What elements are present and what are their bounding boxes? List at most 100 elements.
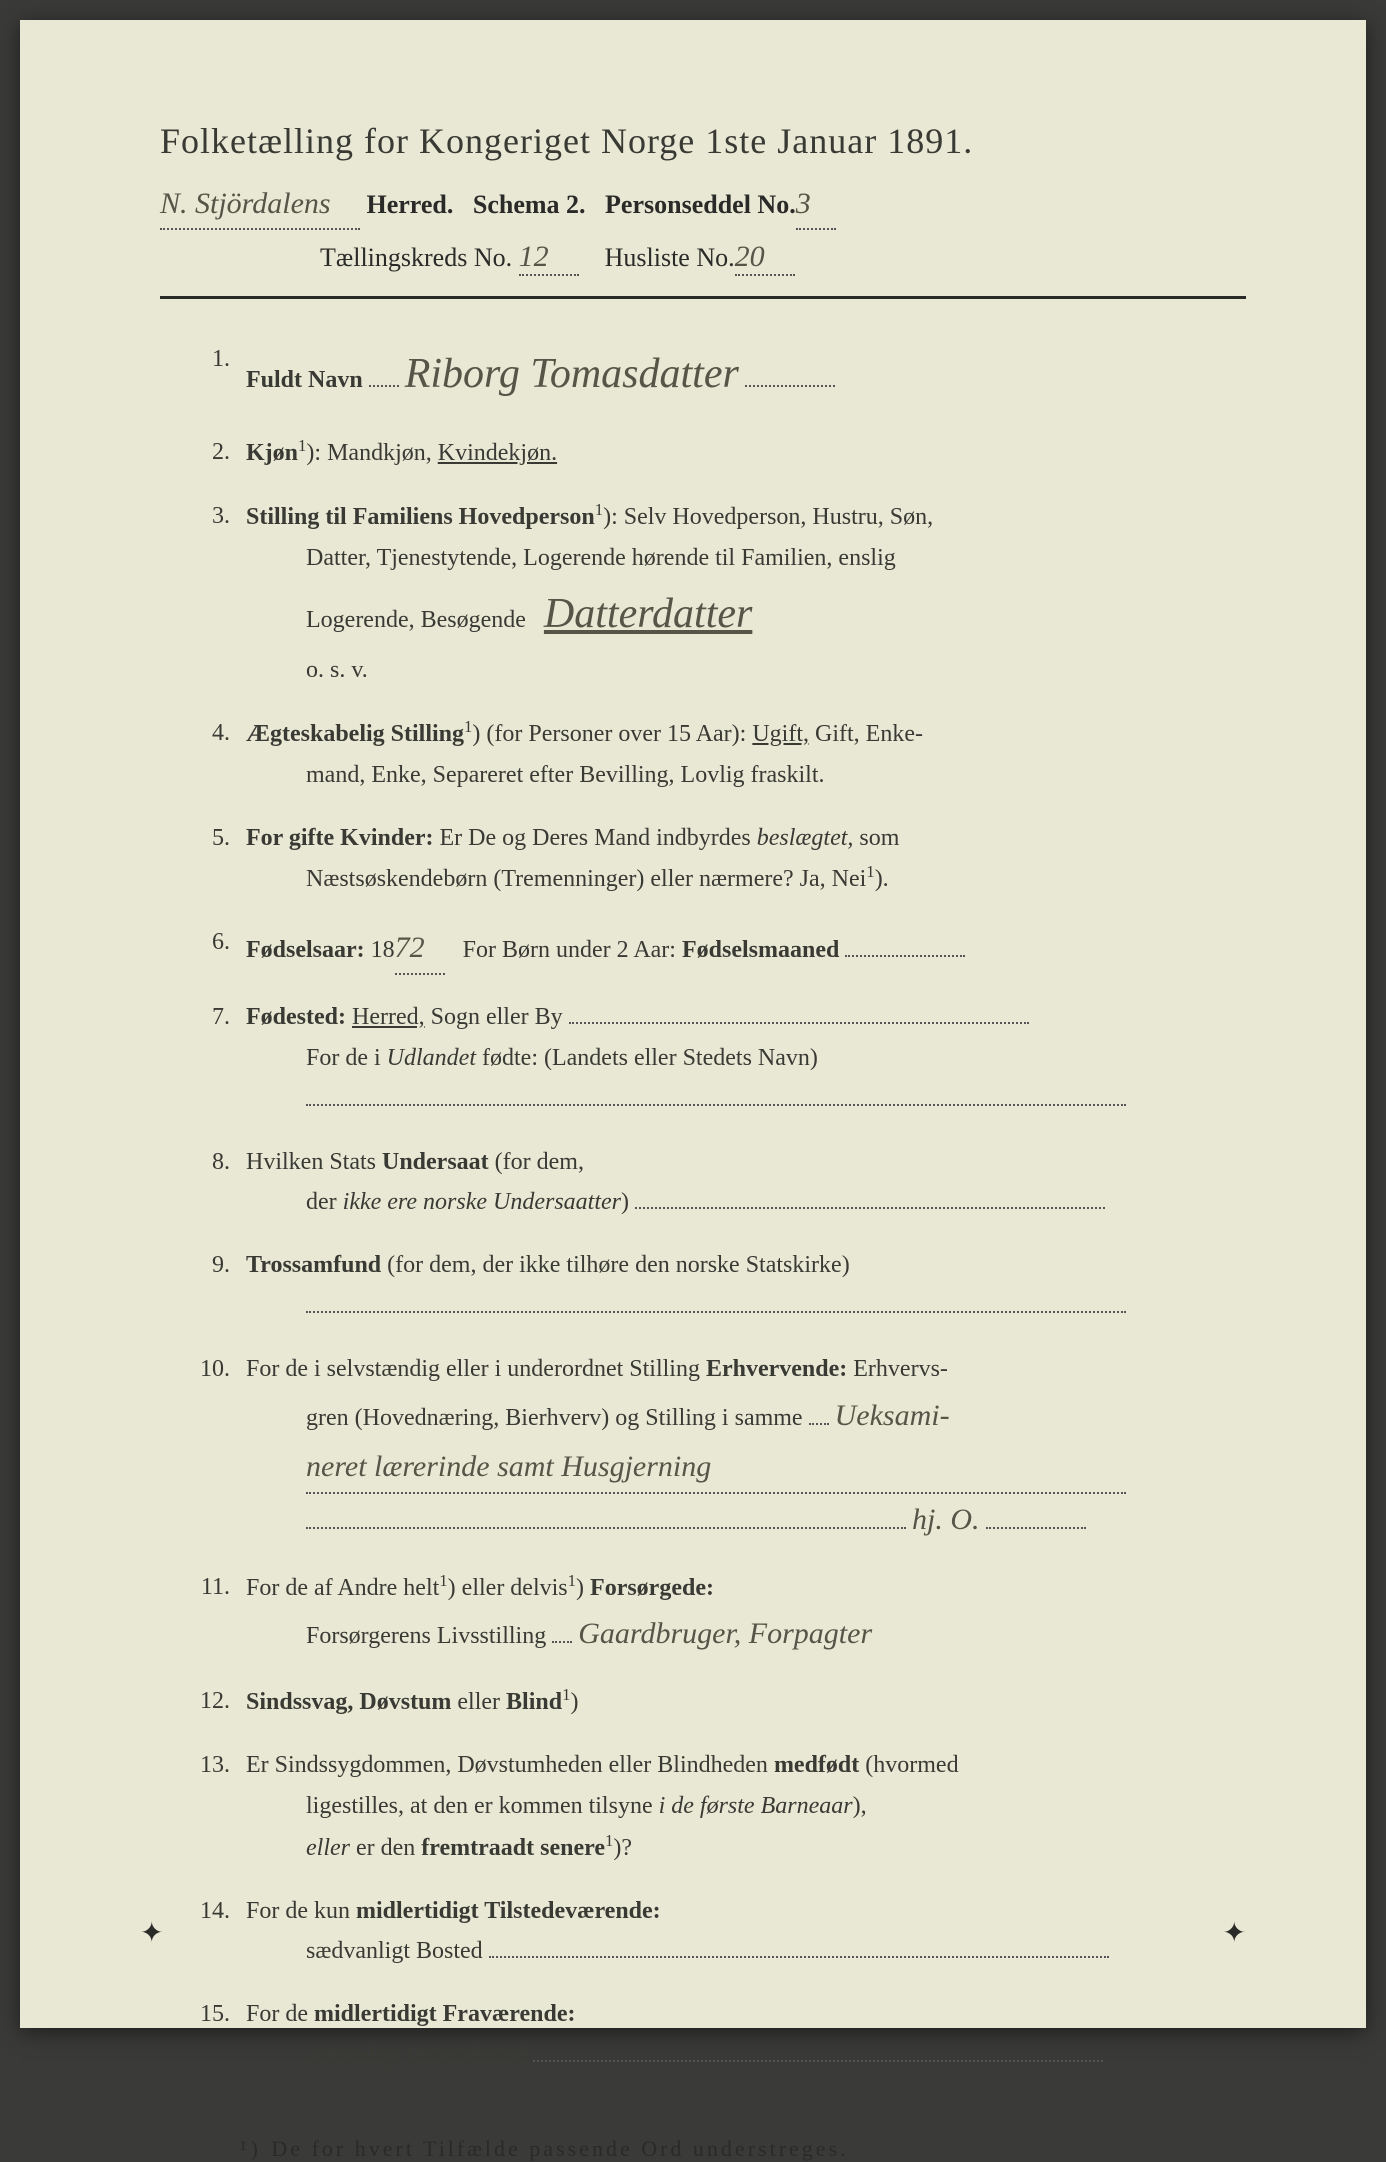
footnote-text: De for hvert Tilfælde passende Ord under… [271, 2136, 848, 2161]
label-tilstedevarende: midlertidigt Tilstedeværende: [356, 1898, 661, 1924]
census-form-page: Folketælling for Kongeriget Norge 1ste J… [20, 20, 1366, 2028]
header-line-1: N. Stjördalens Herred. Schema 2. Persons… [160, 180, 1246, 230]
cont: der [306, 1189, 337, 1215]
item-number: 4. [190, 713, 246, 796]
text: beslægtet, [757, 825, 854, 851]
label-fodselsaar: Fødselsaar: [246, 937, 365, 963]
item-number: 14. [190, 1891, 246, 1973]
text-herred: Herred, [352, 1004, 425, 1030]
item-7: 7. Fødested: Herred, Sogn eller By For d… [190, 997, 1246, 1119]
cont: i de første Barneaar [659, 1793, 853, 1819]
cont: ikke ere norske Undersaatter [343, 1189, 621, 1215]
item-number: 5. [190, 818, 246, 901]
cont: gren (Hovednæring, Bierhverv) og Stillin… [306, 1405, 803, 1431]
schema-label: Schema 2. [473, 190, 586, 219]
text: For de [246, 2001, 308, 2027]
text: eller delvis [462, 1575, 568, 1601]
cont: Næstsøskendebørn (Tremenninger) eller næ… [306, 866, 866, 892]
item-number: 10. [190, 1349, 246, 1545]
text: Sogn eller By [431, 1004, 563, 1030]
kreds-label: Tællingskreds No. [320, 243, 512, 272]
item-number: 3. [190, 496, 246, 691]
label-fuldt-navn: Fuldt Navn [246, 367, 363, 393]
header-line-2: Tællingskreds No. 12 Husliste No.20 [160, 240, 1246, 276]
item-11: 11. For de af Andre helt1) eller delvis1… [190, 1567, 1246, 1660]
cont: ), [853, 1793, 867, 1819]
item-number: 12. [190, 1681, 246, 1723]
text: For de i selvstændig eller i underordnet… [246, 1356, 700, 1382]
text: eller [457, 1689, 500, 1715]
text: (hvormed [865, 1752, 958, 1778]
text-kvindekjon: Kvindekjøn. [438, 440, 557, 466]
item-number: 8. [190, 1142, 246, 1224]
cont: Datter, Tjenestytende, Logerende hørende… [246, 538, 1246, 579]
cont: fødte: (Landets eller Stedets Navn) [482, 1045, 818, 1071]
year-prefix: 18 [371, 937, 395, 963]
label-kjon: Kjøn [246, 440, 298, 466]
divider [160, 296, 1246, 299]
cont: er den [356, 1835, 415, 1861]
cont: ligestilles, at den er kommen tilsyne [306, 1793, 653, 1819]
text: (for Personer over 15 Aar): [486, 721, 746, 747]
item-5: 5. For gifte Kvinder: Er De og Deres Man… [190, 818, 1246, 901]
text: Erhvervs- [853, 1356, 948, 1382]
item-number: 2. [190, 432, 246, 474]
name-handwritten: Riborg Tomasdatter [405, 351, 739, 397]
herred-label: Herred. [367, 190, 454, 219]
text: Selv Hovedperson, Hustru, Søn, [624, 504, 933, 530]
label-aegteskab: Ægteskabelig Stilling [246, 721, 464, 747]
herred-handwritten: N. Stjördalens [160, 180, 360, 230]
label-fodested: Fødested: [246, 1004, 346, 1030]
relation-handwritten: Datterdatter [544, 591, 752, 637]
provider-handwritten: Gaardbruger, Forpagter [578, 1617, 872, 1650]
item-number: 15. [190, 1994, 246, 2076]
item-8: 8. Hvilken Stats Undersaat (for dem, der… [190, 1142, 1246, 1224]
label-fremtraadt: fremtraadt senere [421, 1835, 605, 1861]
cont: antageligt Opholdssted [306, 2042, 527, 2068]
label-gifte: For gifte Kvinder: [246, 825, 434, 851]
item-10: 10. For de i selvstændig eller i underor… [190, 1349, 1246, 1545]
text: For de af Andre helt [246, 1575, 439, 1601]
footnote-marker: ¹) [240, 2136, 262, 2161]
cont: Logerende, Besøgende [306, 607, 526, 633]
label-blind: Blind [506, 1689, 562, 1715]
item-number: 6. [190, 922, 246, 975]
cont: Udlandet [387, 1045, 476, 1071]
cont: sædvanligt Bosted [306, 1938, 483, 1964]
personseddel-label: Personseddel No. [605, 190, 796, 219]
year-handwritten: 72 [395, 922, 445, 975]
item-number: 1. [190, 339, 246, 410]
text: For Børn under 2 Aar: [463, 937, 676, 963]
label-forsorgede: Forsørgede: [590, 1575, 714, 1601]
form-title: Folketælling for Kongeriget Norge 1ste J… [160, 120, 1246, 162]
label-trossamfund: Trossamfund [246, 1252, 381, 1278]
cont: o. s. v. [246, 650, 1246, 691]
item-number: 9. [190, 1245, 246, 1327]
footnote: ¹) De for hvert Tilfælde passende Ord un… [160, 2136, 1246, 2162]
item-1: 1. Fuldt Navn Riborg Tomasdatter [190, 339, 1246, 410]
item-12: 12. Sindssvag, Døvstum eller Blind1) [190, 1681, 1246, 1723]
occupation-handwritten-3: hj. O. [912, 1503, 980, 1536]
cont: eller [306, 1835, 350, 1861]
item-4: 4. Ægteskabelig Stilling1) (for Personer… [190, 713, 1246, 796]
item-number: 11. [190, 1567, 246, 1660]
text-ugift: Ugift, [752, 721, 809, 747]
item-2: 2. Kjøn1): Mandkjøn, Kvindekjøn. [190, 432, 1246, 474]
form-items: 1. Fuldt Navn Riborg Tomasdatter 2. Kjøn… [160, 339, 1246, 2076]
item-6: 6. Fødselsaar: 1872 For Børn under 2 Aar… [190, 922, 1246, 975]
text: (for dem, der ikke tilhøre den norske St… [387, 1252, 850, 1278]
cont: For de i [306, 1045, 381, 1071]
text-mandkjon: Mandkjøn, [327, 440, 432, 466]
text: som [859, 825, 899, 851]
label-sindssvag: Sindssvag, Døvstum [246, 1689, 451, 1715]
label-medfodt: medfødt [774, 1752, 859, 1778]
text: Er De og Deres Mand indbyrdes [440, 825, 751, 851]
blemish-right: ✦ [1223, 1916, 1246, 1950]
cont: mand, Enke, Separeret efter Bevilling, L… [246, 755, 1246, 796]
text: Gift, Enke- [815, 721, 923, 747]
label-undersaat: Undersaat [382, 1149, 489, 1175]
occupation-handwritten-2: neret lærerinde samt Husgjerning [306, 1441, 1126, 1494]
label-erhvervende: Erhvervende: [706, 1356, 847, 1382]
husliste-label: Husliste No. [605, 243, 735, 272]
kreds-no: 12 [519, 240, 579, 276]
